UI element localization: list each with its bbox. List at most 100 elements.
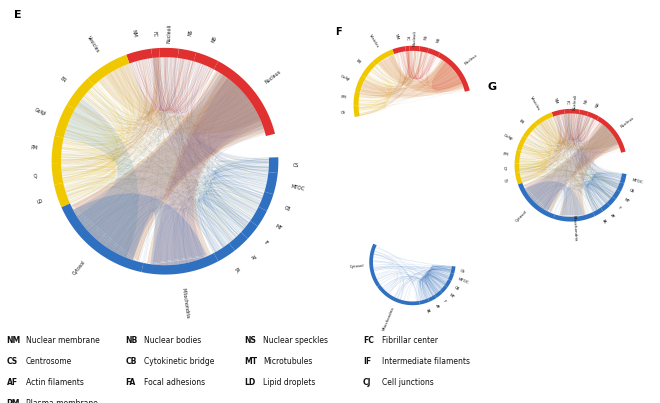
Text: LD: LD [36, 198, 44, 205]
Text: PM: PM [502, 152, 509, 157]
Polygon shape [515, 172, 522, 185]
Text: ER: ER [355, 58, 362, 65]
Text: F: F [335, 27, 342, 37]
Polygon shape [73, 73, 264, 260]
Text: Mitochondria: Mitochondria [382, 306, 395, 332]
Text: Nuclear speckles: Nuclear speckles [263, 336, 328, 345]
Polygon shape [554, 212, 595, 222]
Text: Vesicles: Vesicles [529, 96, 541, 112]
Polygon shape [440, 285, 447, 293]
Polygon shape [152, 78, 261, 265]
Text: CB: CB [283, 206, 291, 213]
Text: MTOC: MTOC [457, 278, 470, 285]
Polygon shape [147, 75, 263, 265]
Text: Vesicles: Vesicles [86, 35, 100, 54]
Polygon shape [405, 46, 410, 51]
Polygon shape [523, 122, 538, 138]
Polygon shape [241, 221, 258, 239]
Polygon shape [612, 189, 620, 199]
Text: MT: MT [244, 357, 257, 366]
Polygon shape [515, 163, 519, 173]
Text: Focal adhesions: Focal adhesions [145, 378, 205, 386]
Polygon shape [71, 71, 265, 262]
Text: Golgi: Golgi [340, 75, 351, 82]
Polygon shape [360, 60, 463, 98]
Text: Nuclear bodies: Nuclear bodies [145, 336, 202, 345]
Text: CJ: CJ [33, 173, 38, 179]
Polygon shape [535, 112, 553, 126]
Text: FC: FC [405, 36, 409, 41]
Text: LD: LD [244, 378, 255, 386]
Polygon shape [126, 49, 152, 63]
Text: FA: FA [601, 219, 607, 225]
Text: E: E [15, 10, 22, 21]
Text: Intermediate filaments: Intermediate filaments [382, 357, 470, 366]
Polygon shape [141, 253, 218, 274]
Text: Nucleus: Nucleus [464, 53, 478, 65]
Text: ER: ER [518, 119, 525, 125]
Text: Microtubules: Microtubules [263, 357, 313, 366]
Polygon shape [362, 62, 376, 78]
Text: NB: NB [125, 336, 138, 345]
Text: Mitochondria: Mitochondria [180, 287, 189, 319]
Polygon shape [269, 157, 279, 173]
Polygon shape [259, 191, 273, 211]
Polygon shape [178, 49, 196, 61]
Text: CB: CB [125, 357, 137, 366]
Text: G: G [488, 82, 497, 92]
Polygon shape [597, 116, 626, 153]
Text: FC: FC [564, 100, 569, 105]
Text: IF: IF [617, 206, 622, 211]
Text: Lipid droplets: Lipid droplets [263, 378, 315, 386]
Polygon shape [250, 207, 267, 226]
Text: Nucleus: Nucleus [264, 69, 282, 84]
Polygon shape [73, 193, 207, 265]
Polygon shape [616, 182, 624, 192]
Text: FC: FC [363, 336, 374, 345]
Text: Cell junctions: Cell junctions [382, 378, 434, 386]
Polygon shape [620, 173, 626, 184]
Polygon shape [579, 110, 588, 116]
Text: AF: AF [7, 378, 18, 386]
Text: Golgi: Golgi [503, 133, 514, 141]
Text: Nucleoli: Nucleoli [166, 24, 172, 43]
Polygon shape [265, 172, 278, 194]
Text: MT: MT [623, 197, 630, 204]
Polygon shape [515, 150, 521, 164]
Polygon shape [378, 54, 464, 93]
Polygon shape [193, 52, 218, 69]
Polygon shape [517, 135, 527, 151]
Polygon shape [369, 244, 380, 287]
Text: NM: NM [7, 336, 21, 345]
Text: ER: ER [59, 76, 67, 83]
Text: IF: IF [442, 299, 447, 304]
Text: NB: NB [595, 102, 601, 108]
Polygon shape [564, 109, 570, 114]
Polygon shape [51, 163, 63, 185]
Polygon shape [88, 55, 129, 85]
Text: IF: IF [363, 357, 371, 366]
Text: CJ: CJ [363, 378, 372, 386]
Polygon shape [593, 208, 603, 216]
Polygon shape [444, 279, 451, 287]
Text: Cytokinetic bridge: Cytokinetic bridge [145, 357, 214, 366]
Text: CS: CS [460, 269, 466, 274]
Polygon shape [159, 48, 179, 58]
Text: Fibrillar center: Fibrillar center [382, 336, 438, 345]
Text: Actin filaments: Actin filaments [26, 378, 83, 386]
Text: FA: FA [424, 308, 430, 314]
Text: Vesicles: Vesicles [368, 34, 380, 49]
Polygon shape [67, 78, 94, 109]
Polygon shape [61, 204, 143, 272]
Text: NM: NM [552, 97, 558, 104]
Polygon shape [229, 232, 248, 251]
Polygon shape [392, 46, 406, 54]
Text: CB: CB [628, 189, 635, 195]
Text: FA: FA [125, 378, 136, 386]
Polygon shape [54, 183, 70, 207]
Text: FC: FC [151, 31, 156, 37]
Polygon shape [354, 91, 360, 106]
Polygon shape [523, 123, 620, 213]
Polygon shape [419, 298, 430, 305]
Text: Cytosol: Cytosol [515, 209, 529, 223]
